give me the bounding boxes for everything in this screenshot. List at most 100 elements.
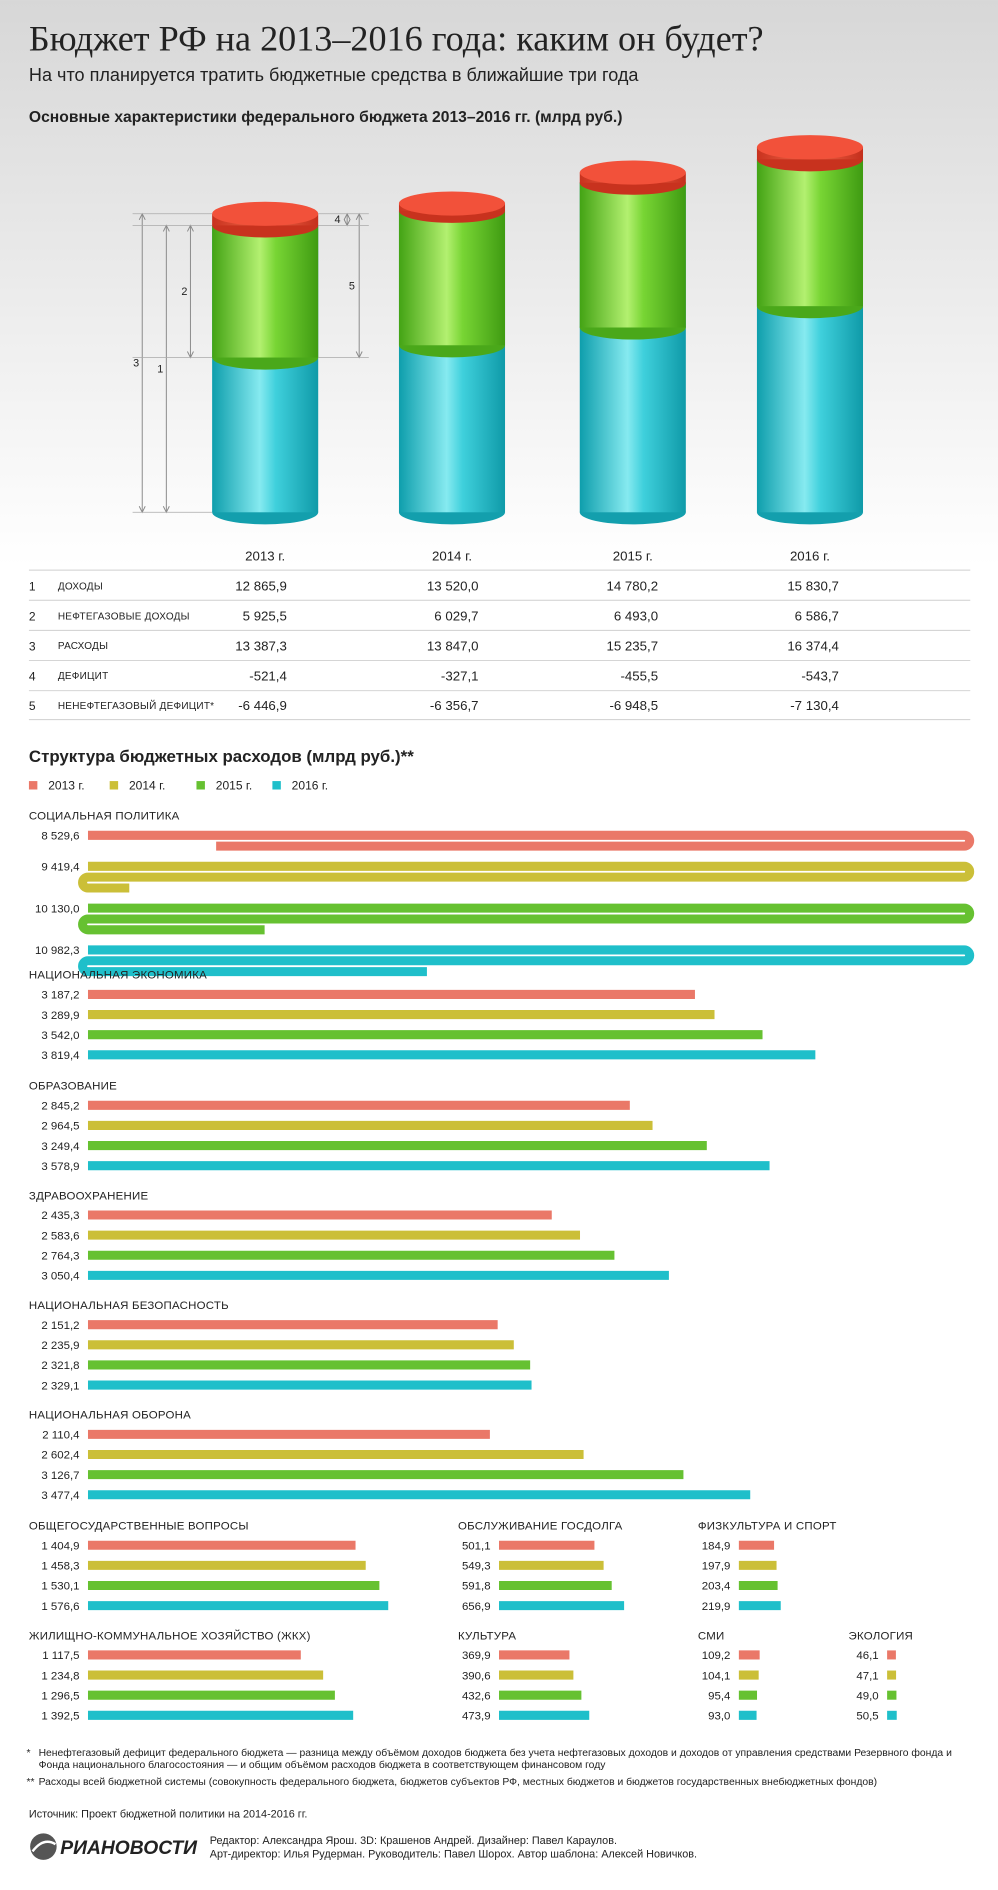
value-label: 93,0 [708,1711,730,1723]
value-label: 1 296,5 [41,1690,79,1702]
footnote-mark: * [26,1747,31,1759]
value-label: 2 435,3 [41,1210,79,1222]
group-label: ЖИЛИЩНО-КОММУНАЛЬНОЕ ХОЗЯЙСТВО (ЖКХ) [29,1629,311,1642]
table-value: 6 586,7 [795,609,839,624]
column-header: 2016 г. [790,549,830,564]
group-label: КУЛЬТУРА [458,1630,516,1642]
dimension-label: 2 [181,286,187,298]
bar [78,861,975,893]
cylinder-segment [212,225,319,358]
value-label: 49,0 [856,1690,878,1702]
value-label: 8 529,6 [41,831,79,843]
row-number: 4 [29,669,36,683]
subtitle: На что планируется тратить бюджетные сре… [29,65,639,85]
table-value: -6 446,9 [238,698,287,713]
value-label: 95,4 [708,1690,731,1702]
row-number: 3 [29,639,36,653]
legend-swatch [28,781,38,790]
value-label: 50,5 [856,1711,878,1723]
legend-label: 2015 г. [216,779,252,793]
value-label: 369,9 [462,1650,491,1662]
cylinder-segment [579,182,686,328]
dimension-label: 5 [349,280,355,292]
column-header: 2013 г. [245,549,285,564]
group-label: ОБРАЗОВАНИЕ [29,1081,117,1093]
footnote: Расходы всей бюджетной системы (совокупн… [38,1775,878,1788]
value-label: 3 819,4 [41,1050,80,1062]
row-name: ДЕФИЦИТ [58,671,109,682]
table-value: -521,4 [249,668,287,683]
row-number: 2 [29,610,36,624]
value-label: 219,9 [702,1601,731,1613]
group-label: НАЦИОНАЛЬНАЯ ЭКОНОМИКА [29,970,207,982]
value-label: 2 329,1 [41,1380,79,1392]
table-value: 13 520,0 [427,579,479,594]
value-label: 1 458,3 [41,1561,79,1573]
group-label: ОБСЛУЖИВАНИЕ ГОСДОЛГА [458,1521,623,1533]
value-label: 3 126,7 [41,1470,79,1482]
column-header: 2014 г. [432,549,472,564]
value-label: 656,9 [462,1601,491,1613]
bar [87,830,975,851]
table-value: -6 356,7 [430,698,479,713]
value-label: 10 982,3 [35,945,80,957]
table-value: -7 130,4 [790,698,839,713]
legend-swatch [109,781,119,790]
value-label: 591,8 [462,1581,491,1593]
value-label: 1 234,8 [41,1670,79,1682]
value-label: 2 110,4 [42,1430,80,1442]
bar [78,903,975,935]
table-value: 16 374,4 [787,638,839,653]
cylinder-segment [756,159,864,307]
value-label: 549,3 [462,1561,491,1573]
group-label: ОБЩЕГОСУДАРСТВЕННЫЕ ВОПРОСЫ [29,1521,249,1533]
chart-title: Структура бюджетных расходов (млрд руб.)… [29,747,414,766]
cylinder-cap [398,191,506,216]
value-label: 390,6 [462,1670,491,1682]
legend-label: 2016 г. [292,779,328,793]
table-value: 5 925,5 [243,609,287,624]
dimension-label: 3 [133,358,139,370]
footnotes: * Ненефтегазовый дефицит федерального бюд… [26,1747,952,1788]
logo: РИАНОВОСТИ [60,1838,198,1859]
chart-title: Основные характеристики федерального бюд… [29,109,623,126]
table-value: 6 029,7 [434,609,478,624]
value-label: 1 117,5 [42,1650,79,1662]
value-label: 3 249,4 [41,1141,80,1153]
table-value: -543,7 [801,668,839,683]
value-label: 2 764,3 [41,1250,79,1262]
table-value: -6 948,5 [609,698,658,713]
logo-icon [30,1833,57,1860]
value-label: 9 419,4 [41,862,80,874]
footnote: Ненефтегазовый дефицит федерального бюдж… [38,1747,952,1771]
table-value: 15 235,7 [607,638,659,653]
value-label: 1 530,1 [41,1581,79,1593]
value-label: 1 404,9 [41,1540,79,1552]
credits: Арт-директор: Илья Рудерман. Руководител… [210,1848,697,1860]
row-number: 1 [29,580,36,594]
value-label: 109,2 [702,1650,731,1662]
value-label: 1 392,5 [41,1711,79,1723]
value-label: 46,1 [856,1650,878,1662]
bar [78,945,975,977]
value-label: 501,1 [462,1540,491,1552]
cylinder-cap [756,135,864,160]
group-label: ФИЗКУЛЬТУРА И СПОРТ [698,1521,837,1533]
value-label: 2 845,2 [41,1101,79,1113]
value-label: 2 583,6 [41,1230,79,1242]
dimension-label: 4 [334,214,340,226]
source: Источник: Проект бюджетной политики на 2… [29,1809,307,1821]
table-value: 14 780,2 [607,579,659,594]
value-label: 2 151,2 [41,1320,79,1332]
cylinder-cap [212,201,319,226]
column-header: 2015 г. [613,549,653,564]
row-name: ДОХОДЫ [58,581,103,592]
value-label: 3 050,4 [41,1271,80,1283]
row-name: НЕФТЕГАЗОВЫЕ ДОХОДЫ [58,611,190,622]
value-label: 184,9 [702,1540,731,1552]
cylinder-cap [579,160,686,185]
value-label: 3 477,4 [41,1490,80,1502]
table-value: 13 387,3 [235,638,287,653]
table-value: -455,5 [621,668,659,683]
